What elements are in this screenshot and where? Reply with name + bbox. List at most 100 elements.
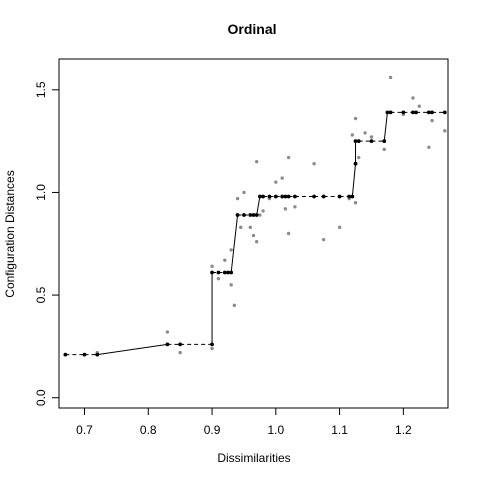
observed-point	[350, 133, 355, 137]
observed-point	[229, 283, 233, 287]
fitted-point	[210, 342, 214, 347]
fitted-step-line	[65, 111, 445, 356]
observed-point	[411, 96, 415, 100]
observed-point	[274, 180, 278, 184]
observed-point	[443, 129, 447, 133]
fitted-point	[257, 194, 262, 199]
x-tick-label: 0.7	[76, 423, 93, 437]
observed-point	[286, 231, 291, 236]
fit-segment	[383, 112, 388, 142]
fitted-point	[347, 194, 352, 199]
fitted-point	[350, 194, 355, 199]
fitted-point	[261, 194, 265, 199]
fitted-point	[382, 139, 387, 144]
observed-point	[210, 346, 214, 351]
observed-point	[280, 176, 284, 180]
fitted-point	[369, 139, 374, 144]
fitted-point	[226, 270, 230, 275]
fitted-point	[63, 352, 68, 357]
observed-point	[254, 159, 259, 164]
observed-point	[216, 276, 221, 281]
fitted-point	[210, 270, 214, 275]
fit-segment	[230, 214, 239, 273]
fitted-point	[178, 342, 183, 347]
observed-point	[235, 196, 240, 201]
observed-point	[363, 131, 367, 135]
observed-point	[417, 104, 422, 108]
fitted-point	[426, 110, 431, 115]
y-axis-label: Configuration Distances	[3, 170, 17, 297]
fitted-point	[267, 194, 272, 199]
fitted-point	[353, 139, 358, 144]
fitted-point	[95, 352, 100, 357]
fitted-point	[312, 194, 316, 199]
y-tick-label: 0.5	[34, 286, 48, 303]
x-tick-label: 1.0	[267, 423, 284, 437]
y-tick-label: 1.0	[34, 184, 48, 201]
fitted-point	[385, 110, 390, 115]
observed-point	[251, 233, 256, 238]
chart-title: Ordinal	[227, 21, 276, 37]
fitted-point	[242, 213, 246, 217]
fitted-point	[353, 161, 358, 166]
fitted-point	[286, 194, 291, 199]
observed-point	[229, 248, 233, 252]
observed-point	[353, 116, 358, 121]
fitted-point	[283, 194, 288, 199]
observed-point	[248, 225, 253, 230]
fitted-point	[430, 110, 434, 115]
observed-point	[312, 162, 316, 166]
observed-point	[286, 155, 291, 160]
fitted-point	[414, 110, 419, 115]
observed-point	[357, 155, 361, 160]
observed-point	[239, 225, 243, 230]
observed-point	[369, 135, 374, 139]
observed-point	[293, 205, 297, 209]
observed-point	[321, 237, 326, 242]
observed-point	[242, 190, 246, 195]
observed-point	[353, 201, 358, 205]
observed-point	[430, 118, 434, 123]
fitted-point	[235, 213, 240, 217]
fitted-point	[222, 270, 227, 275]
fitted-point	[251, 213, 256, 217]
observed-point	[337, 225, 342, 230]
fitted-point	[82, 352, 87, 357]
fitted-point	[254, 213, 259, 217]
x-axis-label: Dissimilarities	[217, 451, 290, 465]
fitted-point	[388, 110, 393, 115]
fit-segment	[256, 196, 261, 216]
observed-point	[165, 330, 170, 334]
observed-point	[382, 147, 386, 152]
fitted-point	[337, 194, 342, 199]
fitted-point	[321, 194, 326, 199]
fitted-point	[280, 194, 285, 199]
observed-point	[427, 145, 431, 149]
observed-point	[254, 240, 259, 244]
x-tick-label: 1.1	[331, 423, 348, 437]
observed-point	[232, 303, 237, 308]
observed-point	[261, 209, 265, 213]
y-tick-label: 1.5	[34, 81, 48, 98]
fitted-points	[63, 110, 447, 357]
fitted-point	[401, 110, 406, 115]
fitted-point	[442, 110, 447, 115]
x-tick-label: 1.2	[395, 423, 412, 437]
observed-point	[223, 258, 227, 262]
fit-segment	[97, 343, 168, 356]
x-tick-label: 0.8	[140, 423, 157, 437]
observed-point	[283, 207, 288, 211]
y-axis: 0.0 0.5 1.0 1.5	[34, 81, 60, 406]
observed-point	[210, 264, 214, 269]
fitted-point	[411, 110, 415, 115]
observed-point	[388, 75, 393, 80]
fitted-point	[356, 139, 361, 144]
fitted-point	[293, 194, 297, 199]
observed-point	[258, 213, 262, 217]
x-tick-label: 0.9	[204, 423, 221, 437]
x-axis: 0.7 0.8 0.9 1.0 1.1 1.2	[76, 407, 412, 437]
observed-point	[178, 350, 182, 355]
fitted-point	[216, 270, 221, 275]
fit-segment	[351, 163, 357, 197]
